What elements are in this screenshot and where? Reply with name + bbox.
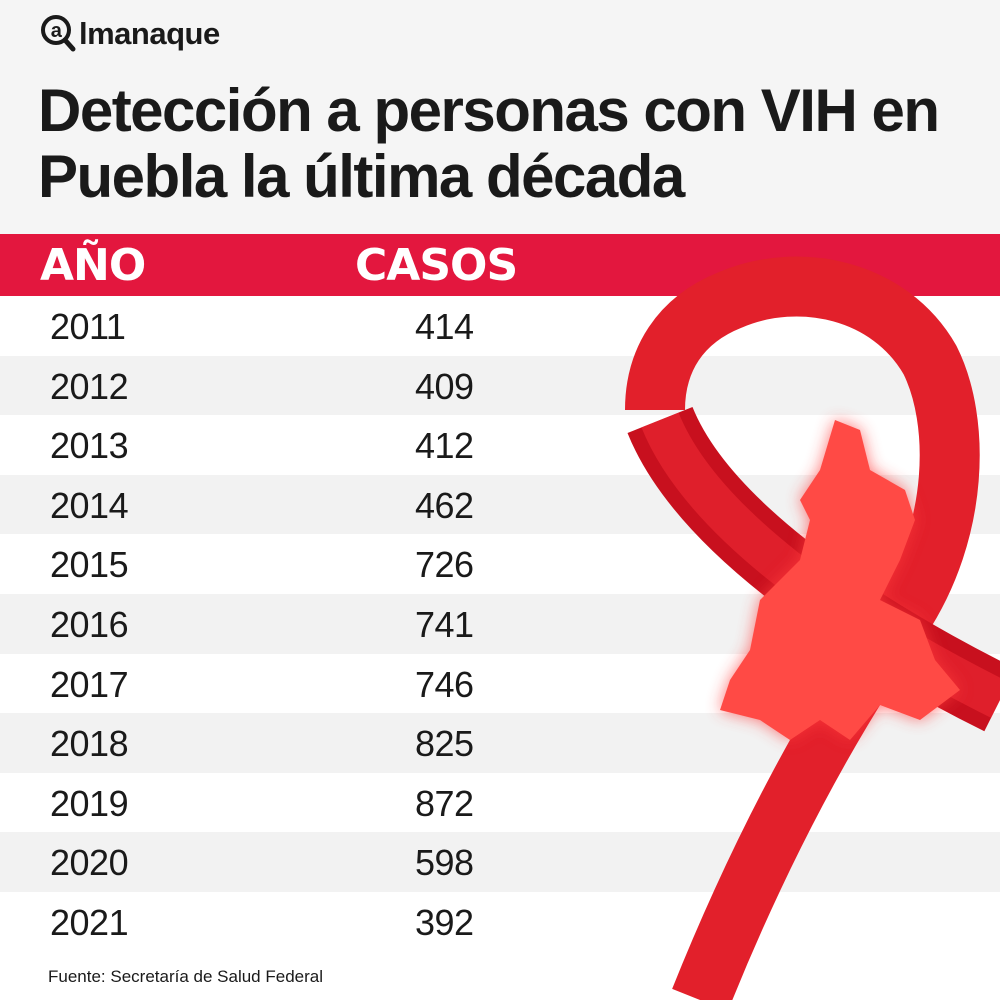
column-header-cases: CASOS	[355, 240, 518, 291]
year-cell: 2019	[50, 782, 129, 824]
year-cell: 2011	[50, 306, 126, 347]
table-row: 2017 746	[0, 654, 1000, 714]
column-header-year: AÑO	[40, 240, 146, 291]
year-cell: 2016	[50, 603, 129, 645]
year-cell: 2021	[50, 901, 129, 943]
table-row: 2013 412	[0, 415, 1000, 475]
table-row: 2020 598	[0, 832, 1000, 892]
cases-cell: 462	[415, 484, 474, 526]
year-cell: 2018	[50, 723, 129, 765]
magnifier-at-icon: a	[41, 15, 76, 52]
table-row: 2012 409	[0, 355, 1000, 416]
source-note: Fuente: Secretaría de Salud Federal	[48, 967, 323, 986]
cases-cell: 746	[415, 663, 474, 705]
year-cell: 2017	[50, 663, 129, 705]
table-row: 2018 825	[0, 713, 1000, 773]
table-row: 2014 462	[0, 474, 1000, 535]
table-body: 2011 414 2012 409 2013 412 2014 462 2015 726 2016 7…	[0, 296, 1000, 952]
cases-cell: 414	[415, 306, 474, 347]
table-row: 2016 741	[0, 593, 1000, 654]
table-row: 2015 726	[0, 534, 1000, 594]
cases-cell: 392	[415, 901, 474, 943]
year-cell: 2020	[50, 842, 129, 884]
brand-logo: a lmanaque	[40, 14, 220, 54]
header: a lmanaque Detección a personas con VIH …	[0, 0, 1000, 234]
table-header: AÑO CASOS	[0, 234, 1000, 296]
cases-cell: 825	[415, 723, 474, 765]
brand-name: lmanaque	[79, 16, 220, 51]
cases-cell: 726	[415, 544, 474, 586]
year-cell: 2013	[50, 425, 129, 467]
svg-text:a: a	[51, 20, 63, 42]
cases-cell: 598	[415, 842, 474, 884]
page-title: Detección a personas con VIH en Puebla l…	[38, 77, 940, 210]
table-row: 2019 872	[0, 773, 1000, 833]
table-row: 2021 392	[0, 892, 1000, 952]
cases-cell: 741	[415, 603, 474, 645]
cases-cell: 872	[415, 782, 474, 824]
year-cell: 2015	[50, 544, 129, 586]
table-row: 2011 414	[0, 296, 1000, 356]
year-cell: 2012	[50, 365, 129, 407]
year-cell: 2014	[50, 484, 129, 526]
cases-cell: 409	[415, 365, 474, 407]
cases-cell: 412	[415, 425, 474, 467]
